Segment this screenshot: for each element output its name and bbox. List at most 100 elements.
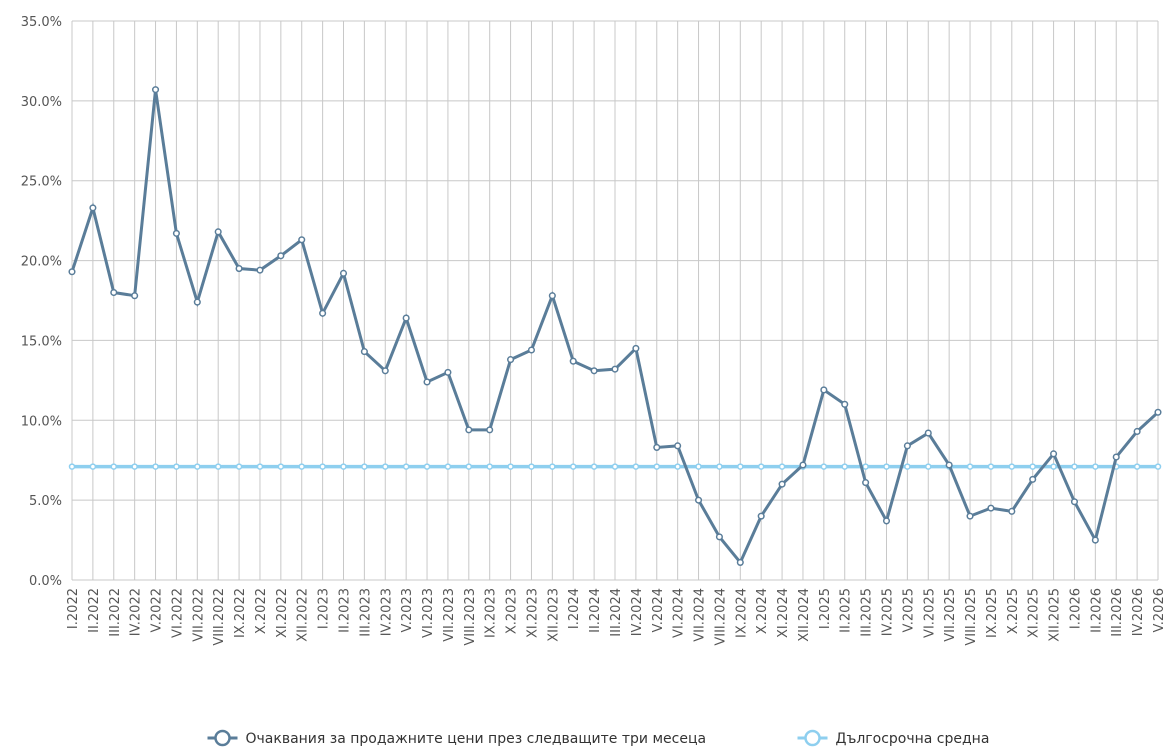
marker	[569, 357, 577, 365]
marker	[173, 463, 180, 470]
marker	[527, 346, 536, 354]
marker	[1070, 498, 1079, 506]
marker	[1029, 475, 1037, 483]
marker	[987, 504, 995, 512]
marker	[883, 463, 890, 470]
marker	[110, 463, 118, 470]
marker	[235, 463, 243, 470]
x-tick-label: V.2025	[901, 588, 916, 632]
x-tick-label: VI.2025	[922, 588, 937, 638]
marker	[1008, 507, 1016, 515]
marker	[131, 292, 139, 300]
x-tick-label: IX.2023	[484, 588, 499, 638]
marker	[569, 463, 577, 470]
x-tick-label: VII.2025	[943, 588, 958, 642]
marker	[298, 463, 305, 470]
x-tick-label: II.2022	[87, 588, 102, 633]
marker	[945, 461, 953, 469]
x-tick-label: II.2023	[338, 588, 353, 633]
marker	[820, 386, 828, 394]
marker	[841, 463, 848, 470]
x-tick-label: I.2025	[818, 588, 833, 629]
x-tick-label: IX.2024	[734, 588, 749, 638]
marker	[590, 463, 598, 470]
x-tick-label: VI.2024	[672, 588, 687, 638]
y-tick-label: 30.0%	[21, 95, 62, 110]
marker	[339, 269, 348, 277]
marker	[1154, 463, 1162, 470]
legend-marker	[804, 729, 821, 747]
marker	[882, 517, 891, 525]
x-tick-label: II.2024	[588, 588, 603, 633]
marker	[778, 463, 786, 470]
legend-label: Очаквания за продажните цени през следва…	[246, 731, 707, 747]
marker	[632, 344, 640, 352]
marker	[653, 463, 661, 470]
marker	[528, 463, 535, 470]
y-tick-label: 10.0%	[21, 414, 62, 429]
marker	[820, 463, 828, 470]
x-tick-label: I.2022	[66, 588, 81, 629]
x-tick-label: XII.2024	[797, 588, 812, 642]
marker	[444, 463, 452, 470]
marker	[256, 463, 264, 470]
marker	[423, 463, 431, 470]
x-tick-label: XII.2023	[546, 588, 561, 642]
marker	[757, 512, 765, 520]
marker	[695, 463, 702, 470]
marker	[841, 400, 849, 408]
marker	[736, 558, 744, 566]
marker	[507, 356, 515, 364]
marker	[674, 442, 682, 450]
marker	[966, 463, 974, 470]
marker	[131, 463, 138, 470]
marker	[486, 463, 493, 470]
x-tick-label: III.2022	[108, 588, 123, 637]
marker	[319, 463, 326, 470]
x-tick-label: I.2023	[317, 588, 332, 629]
x-tick-label: VII.2022	[191, 588, 206, 642]
marker	[256, 266, 264, 274]
marker	[694, 496, 703, 504]
legend-marker	[214, 729, 231, 747]
x-tick-label: XI.2023	[525, 588, 540, 638]
marker	[235, 265, 243, 273]
marker	[277, 252, 285, 260]
marker	[1133, 463, 1141, 470]
marker	[194, 463, 201, 470]
x-tick-label: X.2024	[755, 588, 770, 634]
x-tick-label: II.2025	[839, 588, 854, 633]
marker	[632, 463, 640, 470]
marker	[590, 367, 598, 375]
marker	[151, 86, 160, 94]
marker	[1092, 463, 1099, 470]
x-tick-label: X.2022	[254, 588, 269, 634]
marker	[904, 463, 911, 470]
x-tick-label: XII.2025	[1048, 588, 1063, 642]
x-tick-label: VII.2024	[693, 588, 708, 642]
marker	[193, 298, 201, 306]
x-tick-label: VI.2022	[170, 588, 185, 638]
marker	[340, 463, 347, 470]
y-tick-label: 35.0%	[21, 15, 62, 30]
x-tick-label: XI.2022	[275, 588, 290, 638]
marker	[966, 512, 974, 520]
marker	[465, 426, 473, 434]
marker	[68, 463, 76, 470]
marker	[757, 463, 765, 470]
marker	[361, 463, 368, 470]
x-tick-label: IX.2025	[985, 588, 1000, 638]
x-tick-label: III.2026	[1110, 588, 1125, 637]
x-tick-label: X.2023	[505, 588, 520, 634]
x-tick-label: I.2026	[1068, 588, 1083, 629]
marker	[903, 442, 911, 450]
marker	[319, 309, 327, 317]
legend-label: Дългосрочна средна	[836, 731, 990, 747]
marker	[925, 463, 932, 470]
marker	[1029, 463, 1036, 470]
marker	[737, 463, 744, 470]
x-tick-label: I.2024	[567, 588, 582, 629]
x-tick-label: IV.2023	[379, 588, 394, 636]
marker	[653, 443, 661, 451]
